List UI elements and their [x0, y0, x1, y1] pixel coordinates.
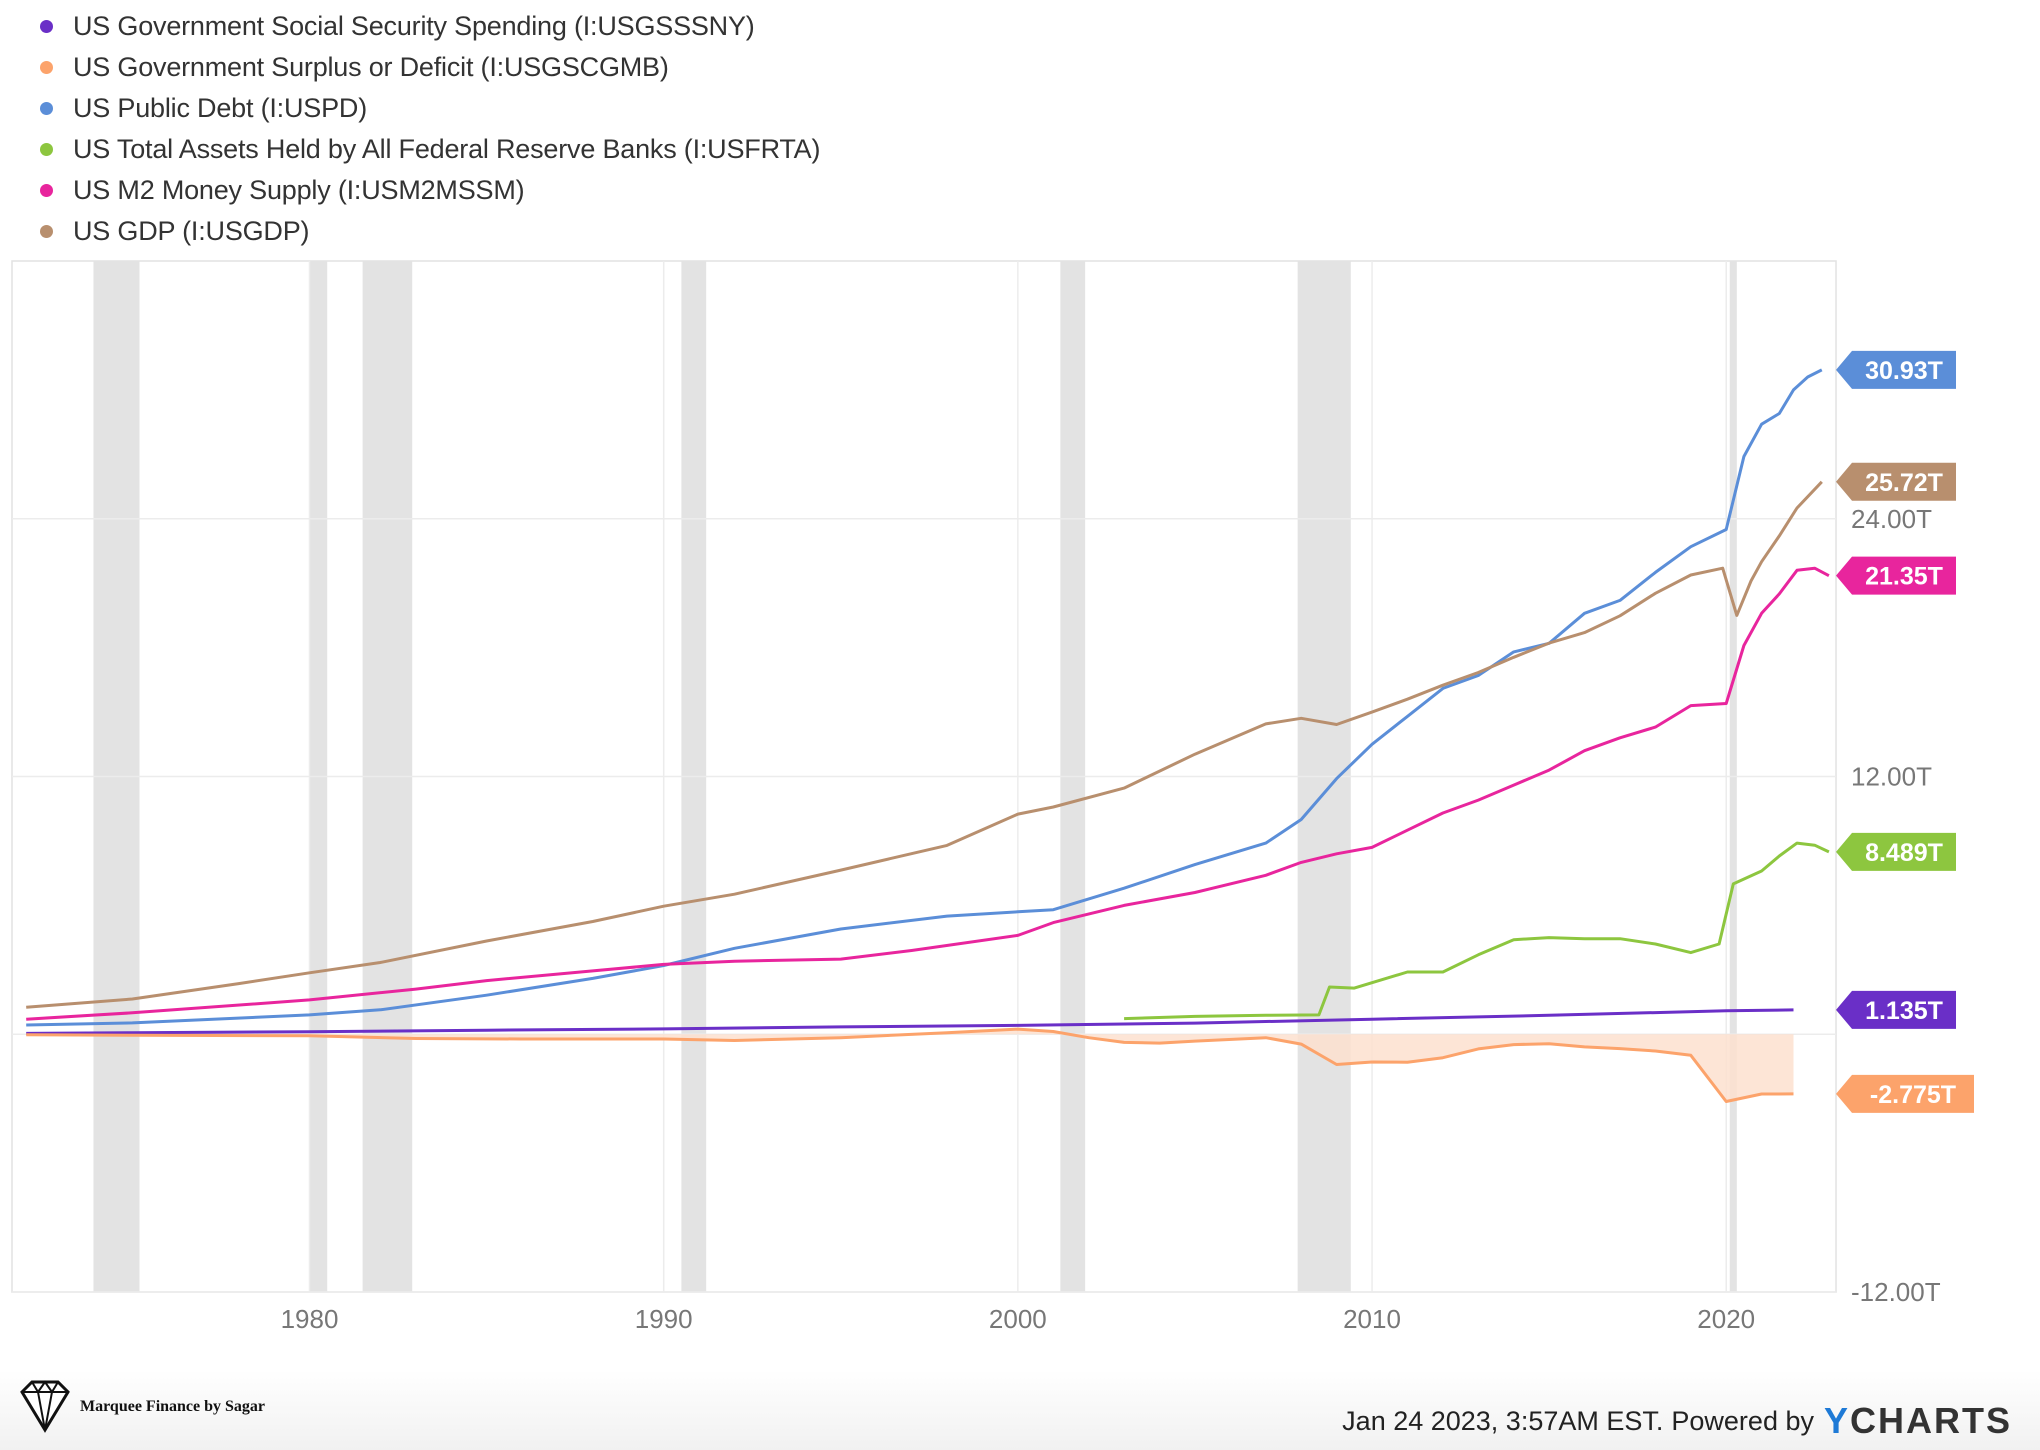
y-tick-label: 24.00T	[1851, 504, 1932, 534]
legend-dot-icon	[40, 184, 53, 197]
series-line	[26, 368, 1823, 1027]
ycharts-logo[interactable]: YCHARTS	[1823, 1400, 2012, 1441]
line-chart: 1980 1990 2000 2010 2020 24.00T 12.00T -12.00T 1…	[11, 260, 1974, 1334]
powered-by-label: Powered by	[1671, 1405, 1814, 1436]
series-line	[26, 566, 1830, 1021]
value-flag-shape	[1836, 1074, 1974, 1113]
value-flag-label: 30.93T	[1865, 357, 1943, 385]
series-line	[26, 480, 1823, 1009]
value-flag: 25.72T	[1836, 462, 1956, 501]
series-line	[26, 1027, 1794, 1103]
value-flag: 8.489T	[1836, 832, 1956, 871]
legend-label: US Public Debt (I:USPD)	[73, 93, 367, 123]
legend-label: US GDP (I:USGDP)	[73, 216, 310, 246]
legend-label: US Government Social Security Spending (…	[73, 11, 755, 41]
brand-text: Marquee Finance by Sagar	[80, 1398, 266, 1415]
chart-legend: US Government Social Security Spending (…	[40, 6, 820, 252]
legend-dot-icon	[40, 225, 53, 238]
deficit-area	[26, 1029, 1794, 1102]
value-flag-shape	[1836, 350, 1956, 389]
value-flag-shape	[1836, 556, 1956, 595]
legend-item[interactable]: US Public Debt (I:USPD)	[40, 88, 820, 129]
legend-item[interactable]: US Government Surplus or Deficit (I:USGS…	[40, 47, 820, 88]
x-tick-label: 2000	[989, 1304, 1047, 1334]
legend-label: US M2 Money Supply (I:USM2MSSM)	[73, 175, 525, 205]
series-line	[1124, 841, 1830, 1021]
value-flag-shape	[1836, 462, 1956, 501]
value-flag-shape	[1836, 832, 1956, 871]
legend-item[interactable]: US M2 Money Supply (I:USM2MSSM)	[40, 170, 820, 211]
y-tick-label: 12.00T	[1851, 762, 1932, 792]
x-tick-label: 2010	[1343, 1304, 1401, 1334]
legend-dot-icon	[40, 143, 53, 156]
value-flag-label: 1.135T	[1865, 997, 1943, 1025]
x-tick-label: 2020	[1697, 1304, 1755, 1334]
value-flag-label: 25.72T	[1865, 469, 1943, 497]
legend-dot-icon	[40, 61, 53, 74]
credit-line: Jan 24 2023, 3:57AM EST. Powered by YCHA…	[1342, 1400, 2012, 1442]
legend-label: US Government Surplus or Deficit (I:USGS…	[73, 52, 669, 82]
legend-dot-icon	[40, 20, 53, 33]
value-flag-shape	[1836, 990, 1956, 1029]
value-flag: 21.35T	[1836, 556, 1956, 595]
value-flag-label: -2.775T	[1870, 1081, 1956, 1109]
timestamp: Jan 24 2023, 3:57AM EST.	[1342, 1405, 1664, 1436]
legend-item[interactable]: US Total Assets Held by All Federal Rese…	[40, 129, 820, 170]
series-line	[26, 1008, 1794, 1035]
legend-item[interactable]: US Government Social Security Spending (…	[40, 6, 820, 47]
legend-label: US Total Assets Held by All Federal Rese…	[73, 134, 821, 164]
value-flag: 1.135T	[1836, 990, 1956, 1029]
brand-watermark: Marquee Finance by Sagar	[14, 1378, 265, 1436]
legend-item[interactable]: US GDP (I:USGDP)	[40, 211, 820, 252]
value-flag-label: 21.35T	[1865, 563, 1943, 591]
legend-dot-icon	[40, 102, 53, 115]
value-flag: -2.775T	[1836, 1074, 1974, 1113]
x-tick-label: 1980	[281, 1304, 339, 1334]
value-flag: 30.93T	[1836, 350, 1956, 389]
value-flag-label: 8.489T	[1865, 839, 1943, 867]
footer: Marquee Finance by Sagar Jan 24 2023, 3:…	[0, 1370, 2040, 1450]
diamond-logo-icon	[20, 1380, 70, 1433]
y-tick-label: -12.00T	[1851, 1277, 1941, 1307]
x-tick-label: 1990	[635, 1304, 693, 1334]
